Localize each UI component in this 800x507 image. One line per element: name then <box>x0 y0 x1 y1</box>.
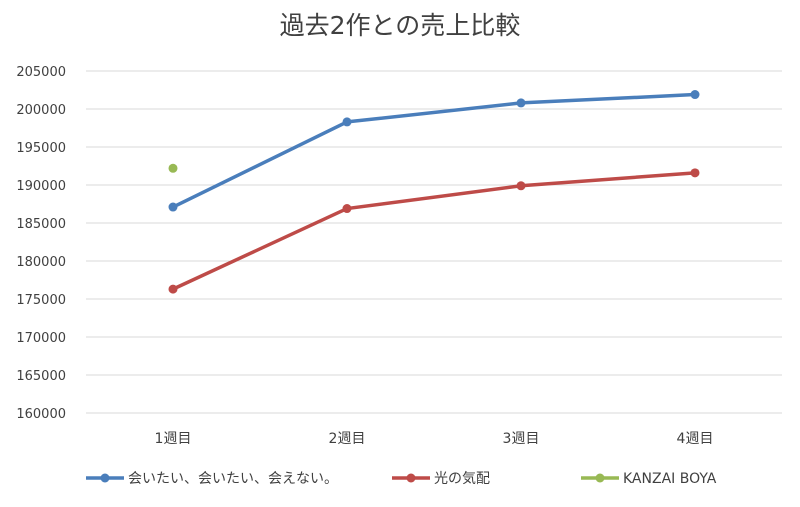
legend-label: 会いたい、会いたい、会えない。 <box>128 471 338 487</box>
x-tick-label: 3週目 <box>503 431 540 447</box>
data-point <box>690 90 700 100</box>
data-point <box>168 163 178 173</box>
y-axis-ticks: 160000 165000 170000 175000 180000 185000 1900… <box>16 65 66 422</box>
legend-marker <box>595 473 605 483</box>
x-tick-label: 1週目 <box>155 431 192 447</box>
x-tick-label: 2週目 <box>329 431 366 447</box>
data-point <box>690 168 700 178</box>
data-point <box>168 202 178 212</box>
y-tick-label: 195000 <box>16 141 66 156</box>
data-point <box>342 204 352 214</box>
data-point <box>342 117 352 127</box>
y-tick-label: 185000 <box>16 217 66 232</box>
data-point <box>168 284 178 294</box>
y-tick-label: 180000 <box>16 255 66 270</box>
x-tick-label: 4週目 <box>677 431 714 447</box>
chart-title: 過去2作との売上比較 <box>280 11 521 40</box>
y-tick-label: 160000 <box>16 407 66 422</box>
gridlines <box>86 70 782 414</box>
legend-label: KANZAI BOYA <box>623 471 717 487</box>
legend: 会いたい、会いたい、会えない。 光の気配 KANZAI BOYA <box>86 471 717 487</box>
y-tick-label: 170000 <box>16 331 66 346</box>
y-tick-label: 165000 <box>16 369 66 384</box>
y-tick-label: 200000 <box>16 103 66 118</box>
series-line <box>172 92 696 209</box>
legend-marker <box>406 473 416 483</box>
y-tick-label: 205000 <box>16 65 66 80</box>
y-tick-label: 190000 <box>16 179 66 194</box>
data-point <box>516 181 526 191</box>
series-line <box>172 171 696 291</box>
x-axis-ticks: 1週目 2週目 3週目 4週目 <box>155 431 714 447</box>
legend-marker <box>100 473 110 483</box>
y-tick-label: 175000 <box>16 293 66 308</box>
legend-label: 光の気配 <box>434 471 490 487</box>
data-point <box>516 98 526 108</box>
series-group <box>168 90 700 294</box>
